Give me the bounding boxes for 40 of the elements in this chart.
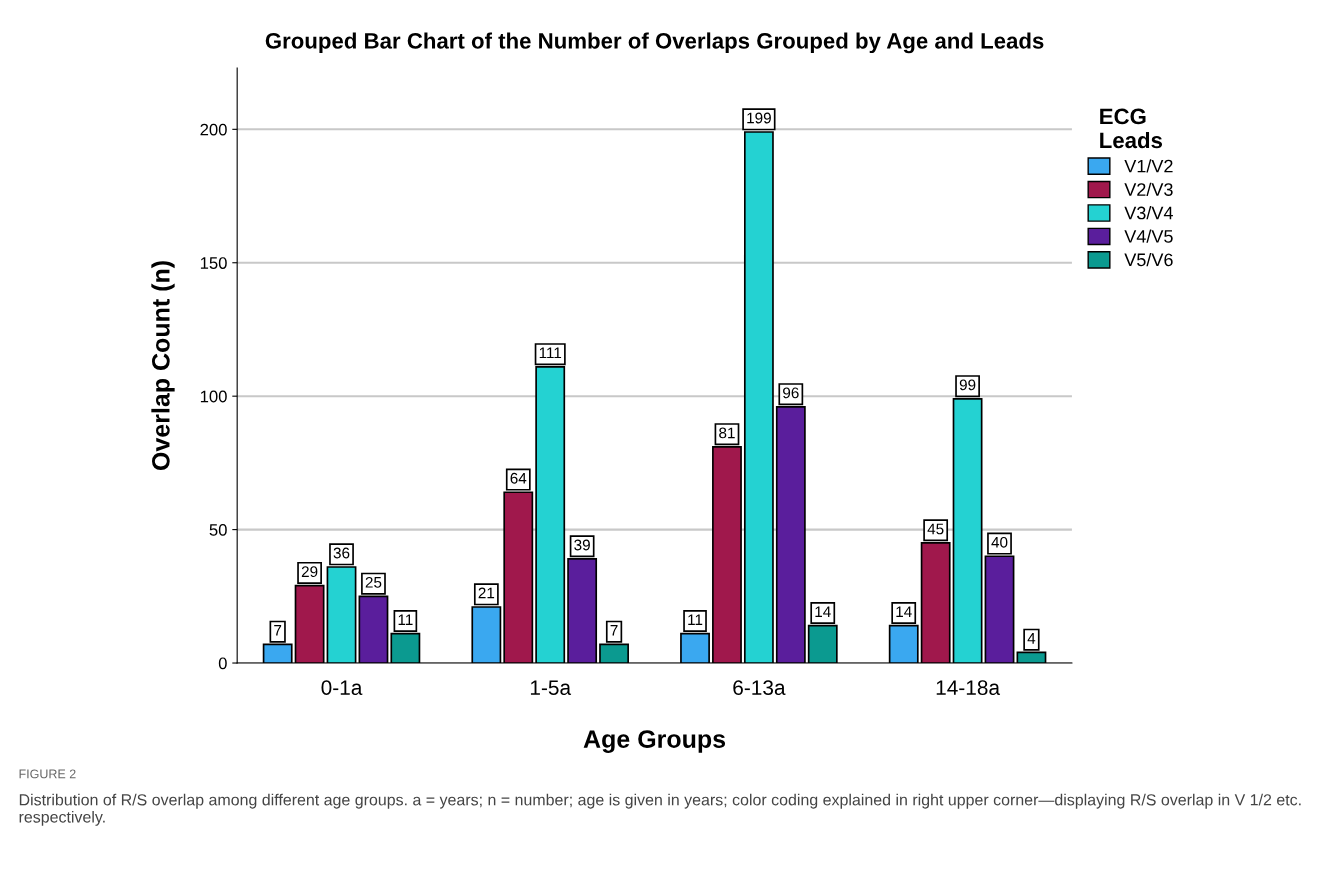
- data-label: 99: [959, 379, 976, 391]
- data-label: 45: [927, 523, 944, 535]
- data-label: 7: [274, 625, 282, 636]
- legend-title: ECG Leads: [1100, 108, 1163, 149]
- data-label: 96: [783, 387, 799, 399]
- data-label: 111: [539, 347, 562, 359]
- legend-label: V4/V5: [1124, 229, 1173, 243]
- y-tick-label: 100: [200, 390, 227, 403]
- data-label: 199: [747, 112, 771, 124]
- data-label: 64: [510, 472, 527, 484]
- chart-title: Grouped Bar Chart of the Number of Overlaps Grouped by Age and Leads: [265, 32, 1044, 54]
- x-tick-label: 14-18a: [936, 680, 1001, 695]
- y-tick-label: 0: [218, 657, 227, 670]
- legend-label: V5/V6: [1124, 252, 1173, 267]
- data-label: 11: [398, 614, 413, 625]
- legend-label: V3/V4: [1124, 206, 1173, 220]
- data-label: 11: [688, 614, 703, 625]
- data-label: 29: [301, 566, 318, 578]
- data-label: 81: [719, 427, 735, 439]
- legend-label: V1/V2: [1124, 159, 1173, 173]
- x-axis-title: Age Groups: [583, 730, 726, 753]
- data-label: 14: [896, 606, 912, 617]
- data-label: 40: [991, 536, 1008, 548]
- legend-label: V2/V3: [1124, 182, 1173, 196]
- y-tick-label: 150: [200, 257, 227, 269]
- x-tick-label: 6-13a: [733, 680, 786, 695]
- data-label: 25: [365, 576, 382, 588]
- data-label: 21: [478, 587, 495, 599]
- data-label: 14: [815, 606, 831, 617]
- data-label: 7: [610, 625, 618, 636]
- data-label: 4: [1027, 633, 1036, 644]
- x-tick-label: 0-1a: [321, 680, 363, 695]
- data-label: 39: [574, 539, 590, 551]
- y-axis-title: Overlap Count (n): [151, 261, 175, 471]
- x-tick-label: 1-5a: [530, 680, 572, 695]
- caption: FIGURE 2: [19, 769, 76, 779]
- data-label: 36: [333, 547, 350, 559]
- text: Distribution of R/S overlap among different age groups. a = years; n = number; age is given in years; color coding explained in right upper corner—displaying R/S overlap in V 1/2 etc. respectively.: [19, 793, 1301, 826]
- y-tick-label: 200: [200, 123, 227, 136]
- y-tick-label: 50: [209, 524, 227, 536]
